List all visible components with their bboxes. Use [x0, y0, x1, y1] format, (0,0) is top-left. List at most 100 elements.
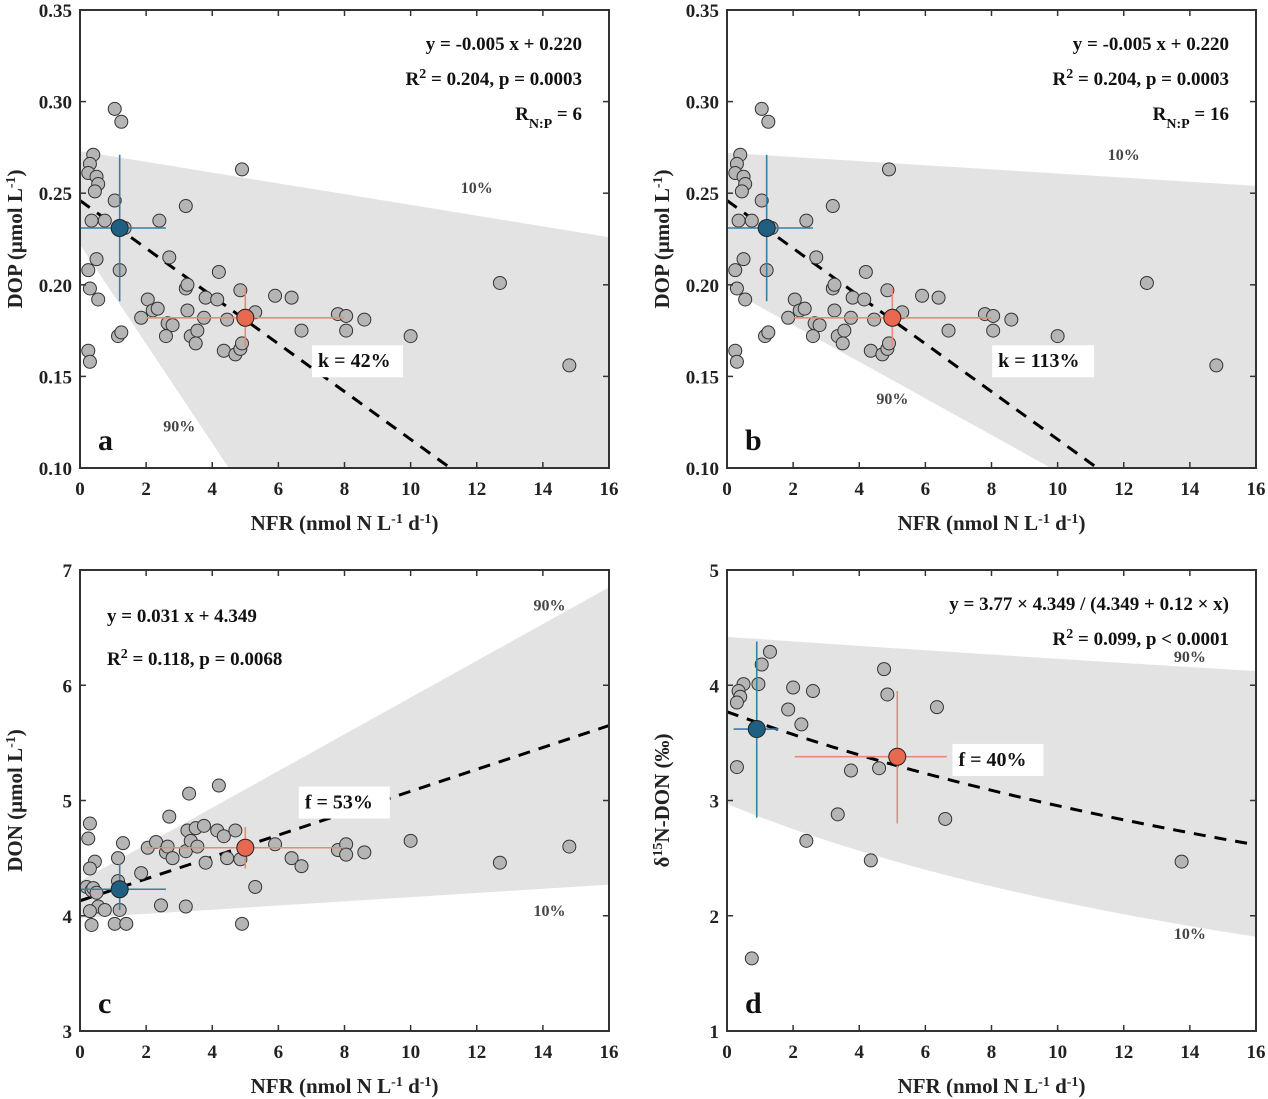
data-point — [294, 323, 309, 338]
x-tick-label: 2 — [141, 1042, 151, 1063]
mean-marker-red — [236, 838, 255, 857]
fit-line — [727, 710, 1256, 847]
data-point — [114, 114, 129, 129]
data-point — [858, 264, 873, 279]
band-label: 90% — [533, 597, 565, 614]
x-tick-label: 2 — [788, 1042, 798, 1063]
data-point — [210, 292, 225, 307]
data-point — [248, 879, 263, 894]
data-point — [134, 866, 149, 881]
data-point — [938, 811, 953, 826]
data-point — [89, 885, 104, 900]
x-axis-title: NFR (nmol N L-1 d-1) — [251, 511, 439, 535]
mean-marker-red — [888, 747, 907, 766]
data-point — [235, 916, 250, 931]
panel-letter: b — [745, 424, 762, 457]
data-point — [797, 301, 812, 316]
annotation: RN:P = 6 — [515, 104, 582, 132]
x-tick-label: 4 — [208, 479, 218, 500]
y-tick-label: 0.15 — [39, 367, 72, 388]
y-tick-label: 3 — [63, 1022, 73, 1043]
ratio-label: f = 40% — [958, 749, 1026, 771]
data-point — [986, 323, 1001, 338]
data-point — [162, 809, 177, 824]
y-tick-label: 3 — [710, 792, 720, 813]
y-axis-title: δ15N-DON (‰) — [650, 734, 674, 868]
x-axis-title: NFR (nmol N L-1 d-1) — [898, 1074, 1086, 1098]
data-point — [754, 657, 769, 672]
band-label: 90% — [876, 391, 908, 408]
x-tick-label: 10 — [401, 1042, 420, 1063]
data-point — [744, 951, 759, 966]
y-tick-label: 0.20 — [686, 276, 719, 297]
data-point — [111, 851, 126, 866]
y-tick-label: 0.30 — [39, 93, 72, 114]
data-point — [190, 323, 205, 338]
y-tick-label: 5 — [710, 561, 720, 582]
data-point — [82, 281, 97, 296]
data-point — [403, 329, 418, 344]
plot-area — [727, 636, 1256, 966]
data-point — [188, 336, 203, 351]
data-point — [799, 213, 814, 228]
data-point — [165, 851, 180, 866]
band-label: 90% — [1174, 649, 1206, 666]
data-point — [178, 199, 193, 214]
y-tick-label: 0.35 — [686, 1, 719, 22]
data-point — [1004, 312, 1019, 327]
data-point — [1139, 275, 1154, 290]
x-tick-label: 6 — [921, 479, 931, 500]
x-tick-label: 16 — [600, 479, 619, 500]
ratio-label-box — [952, 743, 1044, 776]
annotation: R2 = 0.204, p = 0.0003 — [406, 67, 582, 91]
data-point — [863, 343, 878, 358]
data-point — [81, 831, 96, 846]
ratio-label: k = 42% — [318, 350, 391, 372]
data-point — [781, 702, 796, 717]
data-point — [119, 916, 134, 931]
data-point — [235, 162, 250, 177]
data-point — [837, 323, 852, 338]
x-tick-label: 0 — [75, 1042, 85, 1063]
band-label: 10% — [1174, 926, 1206, 943]
y-axis-title: DOP (μmol L-1) — [650, 169, 674, 308]
data-point — [160, 839, 175, 854]
data-point — [211, 778, 226, 793]
data-point — [149, 834, 164, 849]
data-point — [82, 861, 97, 876]
data-point — [827, 277, 842, 292]
data-point — [91, 292, 106, 307]
ratio-label-box — [312, 345, 404, 378]
data-point — [97, 213, 112, 228]
annotation: R2 = 0.099, p < 0.0001 — [1053, 627, 1229, 651]
ratio-label: k = 113% — [998, 350, 1079, 372]
data-point — [182, 786, 197, 801]
data-point — [562, 839, 577, 854]
y-tick-label: 5 — [63, 792, 73, 813]
data-point — [734, 184, 749, 199]
x-tick-label: 12 — [467, 1042, 486, 1063]
annotation: y = -0.005 x + 0.220 — [426, 34, 582, 55]
data-point — [882, 336, 897, 351]
panel-a: 10% 90% k = 42% 0 2 4 6 8 10 12 14 16 0.10 0.15 0.20 0.… — [3, 1, 619, 535]
data-point — [82, 354, 97, 369]
data-point — [986, 308, 1001, 323]
x-tick-label: 16 — [1247, 1042, 1266, 1063]
x-tick-label: 8 — [987, 479, 997, 500]
mean-marker-blue — [110, 880, 129, 899]
data-point — [761, 114, 776, 129]
data-point — [738, 292, 753, 307]
data-point — [220, 851, 235, 866]
plot-area — [727, 101, 1256, 468]
data-point — [233, 283, 248, 298]
x-tick-label: 14 — [1180, 1042, 1200, 1063]
data-point — [929, 700, 944, 715]
data-point — [744, 213, 759, 228]
data-point — [284, 851, 299, 866]
y-tick-label: 4 — [63, 907, 73, 928]
mean-marker-red — [883, 308, 902, 327]
data-point — [284, 290, 299, 305]
data-point — [84, 213, 99, 228]
x-tick-label: 6 — [921, 1042, 931, 1063]
